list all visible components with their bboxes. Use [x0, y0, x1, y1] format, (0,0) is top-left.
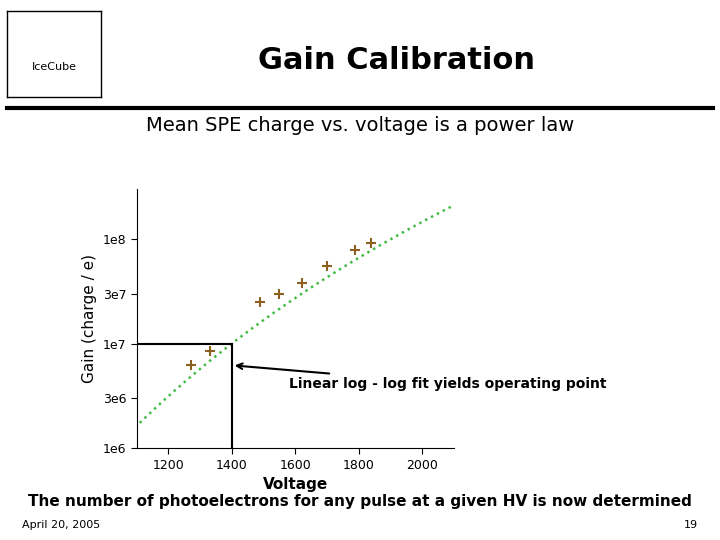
Text: Linear log - log fit yields operating point: Linear log - log fit yields operating po…: [237, 363, 606, 390]
Text: The number of photoelectrons for any pulse at a given HV is now determined: The number of photoelectrons for any pul…: [28, 494, 692, 509]
Y-axis label: Gain (charge / e): Gain (charge / e): [82, 254, 97, 383]
Text: 19: 19: [684, 520, 698, 530]
Text: Mean SPE charge vs. voltage is a power law: Mean SPE charge vs. voltage is a power l…: [146, 116, 574, 135]
Text: Gain Calibration: Gain Calibration: [258, 46, 534, 75]
Text: April 20, 2005: April 20, 2005: [22, 520, 100, 530]
X-axis label: Voltage: Voltage: [263, 477, 328, 492]
Text: IceCube: IceCube: [32, 62, 76, 72]
